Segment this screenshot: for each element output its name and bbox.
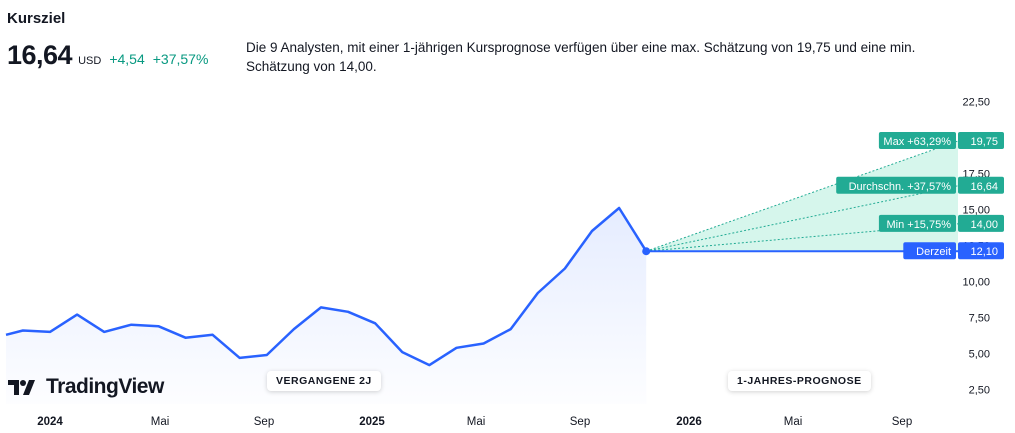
forecast-label-bg-derzeit: [903, 242, 956, 260]
x-tick-label: 2024: [37, 416, 63, 428]
logo-text: TradingView: [46, 375, 164, 398]
analyst-description: Die 9 Analysten, mit einer 1-jährigen Ku…: [246, 40, 916, 74]
tradingview-logo[interactable]: TradingView: [8, 375, 164, 399]
forecast-line-1: [646, 185, 959, 252]
y-tick-label: 15,00: [962, 204, 990, 216]
price-history-line: [5, 206, 648, 367]
forecast-label-min: Min +15,75%: [886, 219, 951, 231]
forecast-label-max: Max +63,29%: [883, 136, 951, 148]
currency-label: USD: [78, 55, 102, 67]
past-period-badge: VERGANGENE 2J: [267, 371, 381, 391]
x-tick-label: Sep: [570, 416, 590, 428]
x-tick-label: Mai: [151, 416, 170, 428]
forecast-value-min: 14,00: [970, 219, 998, 231]
forecast-value-durchschn: 16,64: [970, 181, 998, 193]
x-tick-label: 2025: [359, 416, 385, 428]
y-tick-label: 10,00: [962, 276, 990, 288]
forecast-value-derzeit: 12,10: [970, 246, 998, 258]
forecast-value-max: 19,75: [970, 136, 998, 148]
x-tick-label: Sep: [892, 416, 912, 428]
y-tick-label: 5,00: [969, 349, 990, 361]
forecast-line-0: [646, 140, 959, 252]
tradingview-logo-icon: [8, 380, 35, 395]
forecast-value-bg-max: [958, 131, 1004, 149]
forecast-label-durchschn: Durchschn. +37,57%: [849, 181, 952, 193]
x-tick-label: Mai: [467, 416, 486, 428]
y-tick-label: 22,50: [962, 96, 990, 108]
price-summary: 16,64 USD +4,54 +37,57%: [7, 40, 208, 71]
y-tick-label: 2,50: [969, 385, 990, 397]
change-percent: +37,57%: [152, 51, 209, 67]
page-title: Kursziel: [7, 10, 66, 27]
forecast-label-derzeit: Derzeit: [916, 246, 951, 258]
x-tick-label: Mai: [784, 416, 803, 428]
target-price: 16,64: [7, 40, 73, 70]
current-price-marker: [642, 247, 651, 256]
forecast-value-bg-derzeit: [958, 242, 1004, 260]
forecast-value-bg-min: [958, 214, 1004, 232]
change-absolute: +4,54: [109, 51, 145, 67]
x-tick-label: Sep: [254, 416, 274, 428]
forecast-period-badge: 1-JAHRES-PROGNOSE: [728, 371, 871, 391]
forecast-label-bg-max: [878, 131, 956, 149]
forecast-label-bg-min: [878, 214, 956, 232]
y-tick-label: 7,50: [969, 313, 990, 325]
history-area: [6, 208, 647, 404]
x-tick-label: 2026: [676, 416, 702, 428]
forecast-value-bg-durchschn: [958, 176, 1004, 194]
forecast-label-bg-durchschn: [836, 176, 956, 194]
